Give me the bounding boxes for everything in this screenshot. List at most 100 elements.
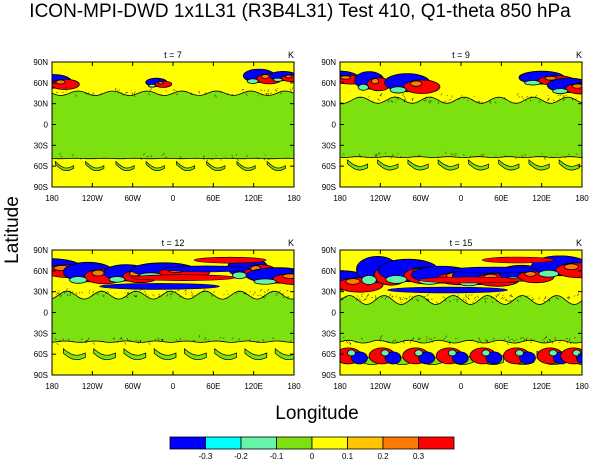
south-wave-streak <box>528 159 550 171</box>
colorbar-swatch <box>418 436 455 450</box>
y-tick-label: 60N <box>33 79 48 88</box>
south-wave-streak <box>347 159 369 171</box>
moderate-positive-anomaly <box>340 75 352 80</box>
weak-negative-anomaly <box>572 349 582 357</box>
colorbar-label: 0.2 <box>377 452 389 461</box>
weak-negative-anomaly <box>347 349 356 357</box>
colorbar-swatch <box>276 436 313 450</box>
colorbar: -0.3 -0.2 -0.1 0 0.1 0.2 0.3 <box>169 436 455 461</box>
south-wave-streak <box>123 348 147 361</box>
y-tick-label: 90S <box>34 371 48 380</box>
south-wave-streak <box>236 160 256 172</box>
weak-negative-anomaly <box>552 88 569 95</box>
field <box>52 62 294 187</box>
negative-anomaly <box>384 351 402 365</box>
moderate-positive-anomaly <box>157 81 164 85</box>
contour-noise <box>52 287 294 346</box>
moderate-positive-anomaly <box>371 78 380 85</box>
y-axis-label: Latitude <box>2 196 23 264</box>
south-wave-streak <box>274 348 294 361</box>
colorbar-swatch <box>382 436 419 450</box>
y-tick-label: 30N <box>33 100 48 109</box>
negative-anomaly <box>451 351 469 365</box>
moderate-positive-anomaly <box>544 75 557 81</box>
x-axis-label: Longitude <box>275 403 358 424</box>
colorbar-label: -0.1 <box>270 452 284 461</box>
panel-title: t = 12 <box>162 238 185 248</box>
x-tick-label: 180 <box>575 382 589 391</box>
panel-1: 180 120W 60W 0 60E 120E 180 90N 60N 30N 0 30S 60S 90S… <box>33 50 301 203</box>
contour-noise <box>342 92 578 161</box>
x-tick-label: 180 <box>45 382 59 391</box>
colorbar-label: 0.1 <box>342 452 354 461</box>
south-wave-streak <box>558 159 580 171</box>
south-wave-streak <box>184 348 207 361</box>
negative-anomaly <box>519 351 536 365</box>
positive-anomaly <box>272 272 294 285</box>
y-tick-label: 90N <box>33 246 48 255</box>
anomaly-band <box>481 256 555 264</box>
y-tick-label: 0 <box>332 121 337 130</box>
anomaly-band <box>130 274 236 281</box>
x-tick-label: 120E <box>532 382 551 391</box>
panel-title: t = 15 <box>450 238 473 248</box>
moderate-positive-anomaly <box>410 80 423 87</box>
weak-negative-anomaly <box>380 349 390 357</box>
weak-negative-anomaly <box>148 83 157 88</box>
south-wave-streak <box>214 348 237 361</box>
anomaly-band <box>450 266 539 274</box>
south-wave-streak <box>63 348 86 361</box>
y-tick-label: 30S <box>34 141 48 150</box>
panel-units: K <box>576 238 582 248</box>
panel-units: K <box>288 50 294 60</box>
negative-anomaly <box>418 351 436 365</box>
tropical-band <box>52 90 294 160</box>
x-tick-label: 0 <box>459 194 464 203</box>
y-tick-label: 90N <box>33 58 48 67</box>
y-tick-label: 30N <box>33 288 48 297</box>
colorbar-label: 0 <box>310 452 315 461</box>
south-wave-streak <box>115 160 135 172</box>
weak-negative-anomaly <box>389 86 407 94</box>
y-tick-label: 0 <box>44 121 49 130</box>
south-wave-streak <box>266 160 286 172</box>
weak-negative-anomaly <box>357 83 369 91</box>
moderate-positive-anomaly <box>345 278 361 285</box>
moderate-positive-anomaly <box>55 79 66 85</box>
moderate-positive-anomaly <box>260 74 270 79</box>
y-tick-label: 90S <box>322 183 336 192</box>
anomaly-band <box>193 256 267 264</box>
south-wave-streak <box>145 160 165 172</box>
x-tick-label: 120E <box>244 382 263 391</box>
x-tick-label: 0 <box>459 382 464 391</box>
weak-negative-anomaly <box>361 274 377 285</box>
weak-negative-anomaly <box>481 349 491 357</box>
south-wave-streak <box>85 160 105 172</box>
moderate-positive-anomaly <box>571 83 582 89</box>
y-tick-label: 60N <box>321 79 336 88</box>
weak-negative-anomaly <box>538 269 559 278</box>
figure-title: ICON-MPI-DWD 1x1L31 (R3B4L31) Test 410, … <box>29 1 571 22</box>
panel-2: 180 120W 60W 0 60E 120E 180 90N 60N 30N 0 30S 60S 90S… <box>321 50 589 203</box>
panel-4: 180 120W 60W 0 60E 120E 180 90N 60N 30N 0 30S 60S 90S… <box>321 238 589 391</box>
x-tick-label: 60E <box>206 194 220 203</box>
field <box>52 250 294 375</box>
anomaly-band <box>99 283 220 290</box>
panel-units: K <box>576 50 582 60</box>
y-tick-label: 30N <box>321 288 336 297</box>
south-wave-streak <box>244 348 268 361</box>
contour-noise <box>56 86 294 162</box>
panel-units: K <box>288 238 294 248</box>
y-tick-label: 30S <box>322 141 336 150</box>
x-tick-label: 180 <box>575 194 589 203</box>
y-tick-label: 60N <box>33 267 48 276</box>
x-tick-label: 180 <box>333 194 347 203</box>
x-tick-label: 120W <box>82 194 103 203</box>
x-tick-label: 120W <box>370 382 391 391</box>
y-tick-label: 30N <box>321 100 336 109</box>
south-wave-streak <box>206 160 226 172</box>
weak-negative-anomaly <box>515 349 524 357</box>
x-tick-label: 60W <box>124 194 141 203</box>
south-wave-streak <box>437 159 459 171</box>
